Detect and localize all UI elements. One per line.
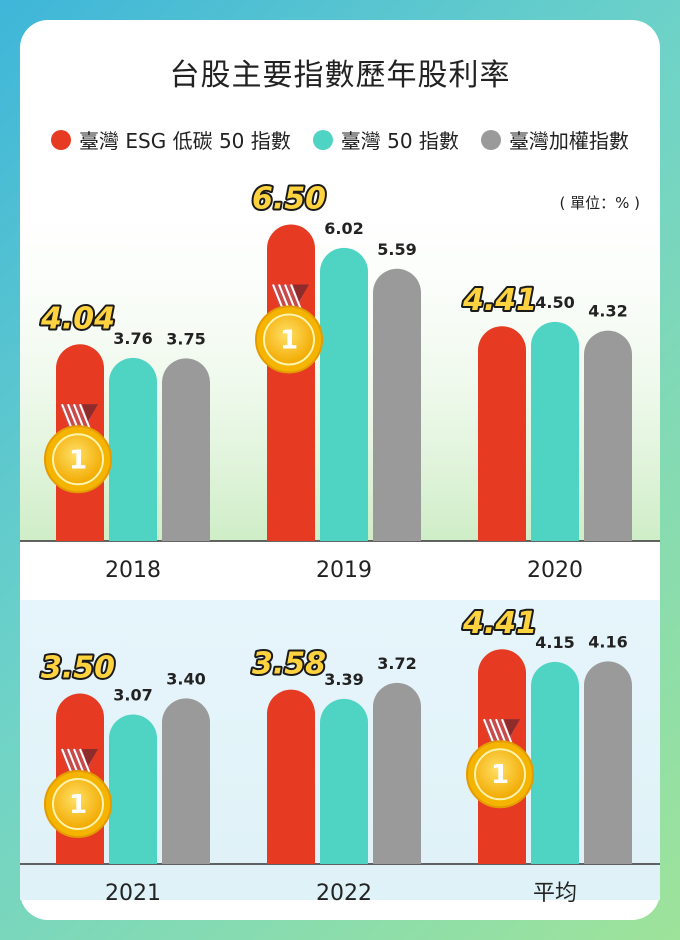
medal-ribbon-stripe [495, 718, 507, 745]
bar-平均-s1 [531, 661, 579, 864]
value-label-2021-s1: 3.07 [113, 685, 152, 704]
medal-ribbon-fold [82, 749, 98, 766]
legend-item-esg: 臺灣 ESG 低碳 50 指數 [51, 125, 291, 154]
category-label-2020: 2020 [527, 558, 583, 583]
medal-inner [474, 748, 526, 801]
value-label-2021-s0: 3.50 [41, 651, 115, 686]
legend-label-tw50: 臺灣 50 指數 [340, 129, 459, 153]
medal-ribbon-stripe [278, 284, 290, 310]
medal-ribbon-stripe [67, 748, 79, 775]
medal-ribbon-stripe [272, 284, 284, 310]
gold-medal-icon-0: 1 [44, 403, 112, 494]
value-label-2019-s2: 5.59 [377, 240, 416, 259]
legend-label-esg: 臺灣 ESG 低碳 50 指數 [79, 129, 291, 153]
bar-2019-s0 [267, 224, 315, 541]
legend-dot-taiex [480, 129, 501, 150]
value-label-2020-s2: 4.32 [588, 302, 627, 321]
medal-ribbon-stripe [501, 718, 513, 745]
medal-inner [52, 778, 104, 830]
medal-number: 1 [69, 790, 87, 820]
medal-ribbon-fold [82, 404, 98, 422]
medal-ribbon-stripe [61, 748, 73, 775]
medal-number: 1 [69, 445, 87, 475]
category-label-平均: 平均 [533, 881, 577, 906]
value-label-2020-s1: 4.50 [535, 293, 574, 312]
bar-2018-s2 [162, 358, 210, 541]
medal-ribbon-stripe [483, 718, 495, 745]
bar-平均-s2 [584, 661, 632, 864]
bar-2022-s0 [267, 689, 315, 864]
legend-item-tw50: 臺灣 50 指數 [312, 125, 459, 154]
gold-medal-icon-1: 1 [255, 284, 323, 374]
value-label-2018-s0: 4.04 [40, 301, 115, 336]
medal-ribbon-stripe [284, 284, 296, 310]
medal-ribbon-stripe [79, 403, 91, 430]
value-label-2022-s0: 3.58 [252, 647, 326, 682]
value-label-2022-s2: 3.72 [377, 654, 416, 673]
bar-2021-s1 [109, 714, 157, 864]
gold-medal-icon-3: 1 [44, 748, 112, 838]
category-label-2022: 2022 [316, 881, 372, 906]
bar-2020-s2 [584, 330, 632, 541]
legend: 臺灣 ESG 低碳 50 指數 臺灣 50 指數 臺灣加權指數 [0, 125, 680, 154]
medal-ribbon-stripe [79, 748, 91, 775]
chart-title: 台股主要指數歷年股利率 [169, 58, 511, 93]
medal-ribbon-stripe [73, 748, 85, 775]
medal-ribbon-stripe [67, 403, 79, 430]
value-label-2022-s1: 3.39 [324, 670, 363, 689]
category-label-2021: 2021 [105, 881, 161, 906]
category-label-2018: 2018 [105, 558, 161, 583]
legend-item-taiex: 臺灣加權指數 [480, 125, 629, 154]
category-label-2019: 2019 [316, 558, 372, 583]
legend-dot-esg [51, 129, 72, 150]
value-label-平均-s1: 4.15 [535, 633, 574, 652]
legend-label-taiex: 臺灣加權指數 [508, 129, 629, 153]
value-label-2021-s2: 3.40 [166, 669, 205, 688]
medal-ribbon-stripe [489, 718, 501, 745]
bar-2018-s1 [109, 357, 157, 541]
medal-ribbon-fold [504, 719, 520, 737]
value-label-2018-s1: 3.76 [113, 329, 152, 348]
value-label-2018-s2: 3.75 [166, 329, 205, 348]
bar-2022-s2 [373, 682, 421, 864]
medal-inner [263, 313, 315, 366]
bar-2022-s1 [320, 698, 368, 864]
medal-inner [52, 433, 104, 486]
value-label-2019-s1: 6.02 [324, 219, 363, 238]
medal-ribbon-fold [293, 284, 309, 302]
value-label-平均-s0: 4.41 [462, 606, 537, 641]
bar-2019-s1 [320, 247, 368, 541]
value-label-2019-s0: 6.50 [252, 181, 326, 216]
medal-ribbon-stripe [73, 403, 85, 430]
value-label-2020-s0: 4.41 [462, 283, 537, 318]
gold-medal-icon-5: 1 [466, 718, 534, 809]
unit-label: ( 單位：% ) [559, 194, 641, 212]
medal-ribbon-stripe [61, 403, 73, 430]
medal-number: 1 [491, 760, 509, 790]
bar-2021-s2 [162, 698, 210, 864]
value-label-平均-s2: 4.16 [588, 632, 627, 651]
bar-2019-s2 [373, 268, 421, 541]
bar-2020-s0 [478, 326, 526, 541]
legend-dot-tw50 [312, 129, 333, 150]
medal-number: 1 [280, 325, 298, 355]
bar-2020-s1 [531, 321, 579, 541]
medal-ribbon-stripe [290, 284, 302, 310]
